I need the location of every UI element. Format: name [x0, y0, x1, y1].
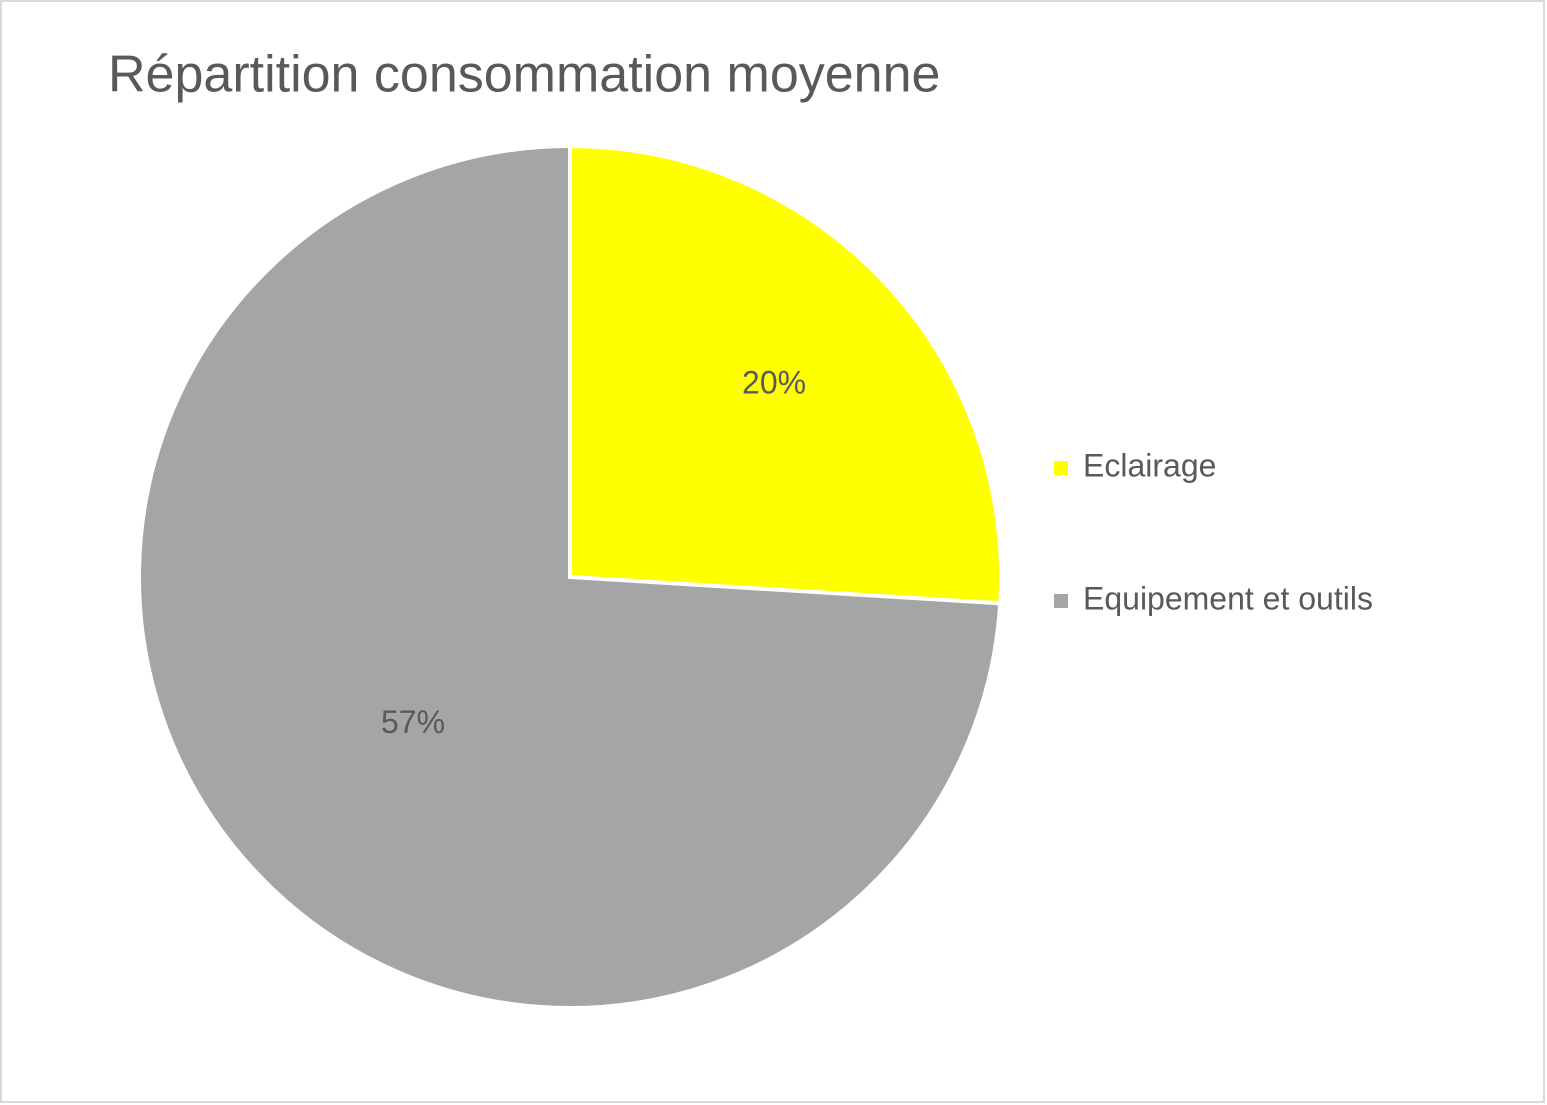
data-label: 20%	[742, 365, 806, 401]
data-label: 57%	[381, 704, 445, 740]
chart-title: Répartition consommation moyenne	[108, 46, 940, 104]
legend-swatch	[1054, 461, 1068, 475]
legend-swatch	[1054, 594, 1068, 608]
pie-slice	[568, 143, 1003, 606]
legend-label: Equipement et outils	[1083, 580, 1373, 616]
legend-label: Eclairage	[1083, 447, 1216, 483]
pie-slice	[137, 143, 1003, 1010]
